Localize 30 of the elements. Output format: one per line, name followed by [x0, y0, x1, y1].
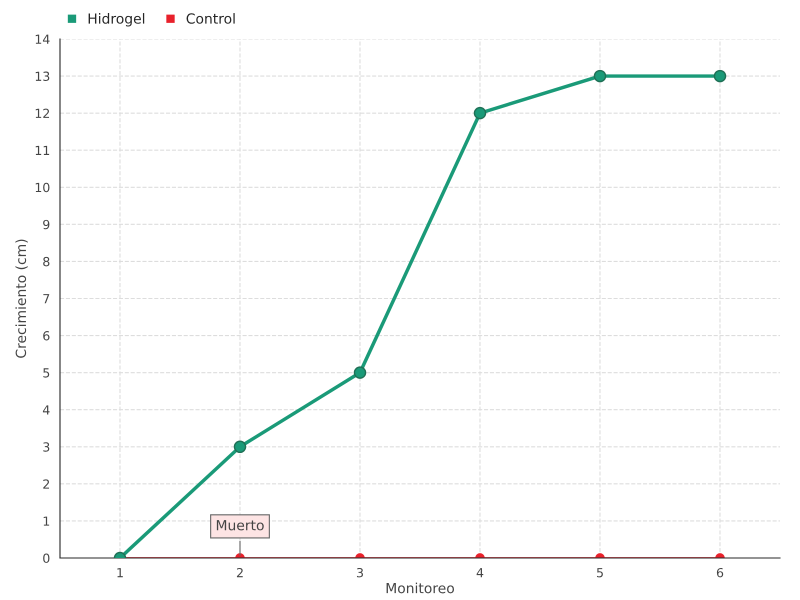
y-tick-label: 13	[36, 72, 50, 81]
x-tick-label: 2	[236, 568, 243, 578]
x-tick-label: 4	[476, 568, 484, 578]
y-tick-label: 3	[43, 442, 50, 452]
x-tick-label: 5	[596, 568, 603, 578]
annotation: Muerto	[216, 520, 264, 530]
y-tick-label: 4	[42, 405, 50, 414]
legend-label: Hidrogel	[88, 13, 144, 26]
legend-label: Control	[186, 13, 235, 24]
point	[474, 106, 486, 120]
y-tick-label: 7	[43, 294, 50, 304]
x-tick-label: 3	[356, 568, 363, 578]
point	[714, 70, 726, 82]
y-axis-title: Crecimiento (cm)	[15, 240, 28, 358]
y-tick-label: 8	[43, 256, 50, 266]
y-tick-label: 1	[44, 516, 50, 526]
point	[594, 70, 606, 82]
y-tick-label: 5	[43, 368, 50, 378]
point	[354, 366, 366, 379]
y-tick-label: 14	[36, 34, 50, 44]
x-tick-label: 6	[716, 568, 724, 578]
y-tick-label: 0	[43, 553, 50, 563]
y-tick-label: 6	[43, 331, 50, 340]
y-tick-label: 12	[36, 108, 50, 118]
y-tick-label: 11	[36, 146, 50, 155]
y-tick-label: 9	[43, 220, 50, 230]
x-tick-label: 1	[117, 568, 123, 578]
x-axis-title: Monitoreo	[386, 582, 454, 594]
y-tick-label: 10	[36, 182, 50, 192]
y-tick-label: 2	[43, 479, 50, 489]
